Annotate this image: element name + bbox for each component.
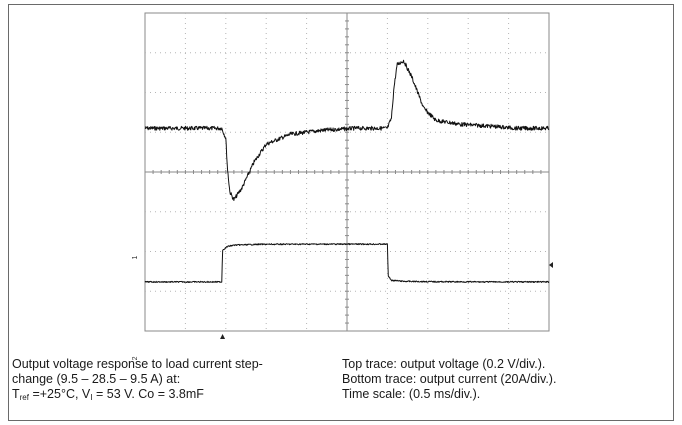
- caption-left-line-3: Tref =+25°C, VI = 53 V. Co = 3.8mF: [12, 387, 332, 402]
- caption-right-line-2: Bottom trace: output current (20A/div.).: [342, 372, 557, 386]
- caption-t-subscript: ref: [19, 393, 29, 402]
- output-voltage-trace: [144, 59, 550, 202]
- caption-left: Output voltage response to load current …: [12, 357, 332, 402]
- figure-frame: [8, 4, 674, 421]
- channel-1-marker: 1: [132, 256, 139, 260]
- scope-grid: [144, 12, 550, 332]
- caption-left-line-1: Output voltage response to load current …: [12, 357, 263, 371]
- scope-traces: [144, 59, 550, 283]
- caption-right: Top trace: output voltage (0.2 V/div.). …: [342, 357, 662, 402]
- caption-right-line-1: Top trace: output voltage (0.2 V/div.).: [342, 357, 546, 371]
- caption-conditions-end: = 53 V. Co = 3.8mF: [92, 387, 204, 401]
- caption-left-line-2: change (9.5 – 28.5 – 9.5 A) at:: [12, 372, 181, 386]
- output-current-trace: [144, 243, 550, 283]
- trigger-level-marker: [549, 262, 553, 269]
- caption-conditions-mid: =+25°C, V: [28, 387, 91, 401]
- trigger-position-marker: [220, 334, 226, 339]
- caption-t-symbol: T: [12, 387, 20, 401]
- caption-right-line-3: Time scale: (0.5 ms/div.).: [342, 387, 481, 401]
- channel-2-marker: 2: [132, 356, 139, 360]
- caption-v-subscript: I: [90, 393, 93, 402]
- scope-markers: 12: [132, 256, 553, 360]
